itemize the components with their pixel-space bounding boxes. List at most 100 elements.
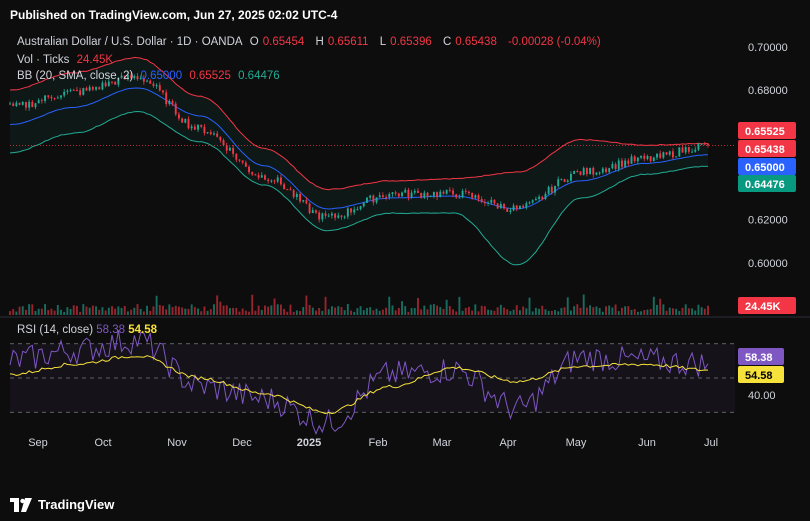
candle-body [576,171,579,173]
candle-body [487,202,490,204]
candle-body [193,126,196,130]
volume-bar [311,307,314,315]
candle-body [640,155,643,158]
candle-body [56,97,59,99]
candle-body [292,190,295,198]
volume-bar [337,306,340,315]
volume-bar [152,306,155,315]
candle-body [276,177,279,182]
volume-bar [321,310,324,315]
price-tick-label: 0.62000 [748,215,788,227]
volume-bar [691,308,694,315]
candle-body [235,153,238,160]
volume-bar [44,304,47,315]
candle-body [585,168,588,175]
volume-bar [531,311,534,315]
volume-bar [436,305,439,315]
candle-body [448,189,451,191]
candle-body [598,172,601,174]
volume-bar [40,308,43,315]
candle-body [420,192,423,198]
volume-bar [707,305,709,315]
rsi-ma-value: 54.58 [128,324,158,336]
candle-body [624,160,627,167]
candle-body [477,195,480,200]
candle-body [656,153,658,158]
candle-body [684,147,687,153]
candle-body [190,126,193,129]
candle-body [37,100,40,104]
volume-bar [117,306,120,315]
tradingview-brand: TradingView [38,497,115,512]
candle-body [308,203,311,214]
candle-body [490,199,493,203]
candle-body [369,195,372,198]
candle-body [528,202,531,204]
candle-body [388,193,391,198]
volume-bar [585,307,588,315]
volume-bar [458,296,461,315]
price-badge [738,158,796,175]
bb-lower-line [9,110,709,266]
candle-body [267,179,270,182]
candle-body [206,132,209,134]
candle-body [270,180,273,182]
volume-bar [652,296,655,315]
candle-body [184,119,187,123]
tradingview-logo[interactable]: TradingView [10,497,114,512]
volume-bar [566,297,569,315]
candle-body [519,205,521,210]
candle-body [442,191,445,194]
volume-bar [528,297,531,315]
candle-body [50,96,53,99]
volume-bar [260,309,263,315]
volume-bar [385,307,388,315]
price-tick-label: 0.68000 [748,85,788,97]
volume-bar [37,308,40,315]
volume-bar [264,305,266,315]
candle-body [404,189,407,193]
candle-body [197,124,199,130]
price-chart[interactable]: 0.70000 0.68000 0.62000 0.60000 0.65525 0.654… [0,28,810,492]
volume-bar [662,304,665,315]
candle-body [24,102,27,108]
candle-body [675,156,678,158]
volume-bar [595,306,598,315]
candle-body [209,132,212,135]
volume-label: Vol · Ticks [17,54,70,66]
volume-bar [146,305,149,315]
volume-bar [362,310,365,315]
volume-bar [381,309,384,315]
candle-body [238,159,241,161]
volume-bar [455,311,458,315]
time-tick-label: Nov [167,437,187,449]
candle-body [595,172,598,175]
candle-body [107,81,110,87]
volume-bar [388,296,391,315]
volume-bar [158,304,161,315]
candle-body [538,196,541,199]
volume-bar [477,311,480,315]
candle-body [12,103,15,107]
candle-body [120,75,123,78]
candle-body [165,92,168,104]
candle-body [547,186,550,194]
candle-body [582,168,585,175]
volume-bar [512,309,515,315]
volume-bar [184,308,187,315]
candle-body [40,100,43,102]
volume-bar [299,311,301,315]
volume-bar [633,309,636,315]
volume-bar [569,310,572,315]
candle-body [366,197,368,203]
volume-bar [72,305,75,315]
volume-bar [423,305,426,315]
volume-bar [468,306,470,315]
candle-body [608,168,611,172]
volume-bar [21,306,24,315]
volume-bar [678,311,681,315]
candle-body [200,124,203,127]
candle-body [493,199,496,204]
candle-body [66,90,69,92]
candle-body [117,77,120,85]
